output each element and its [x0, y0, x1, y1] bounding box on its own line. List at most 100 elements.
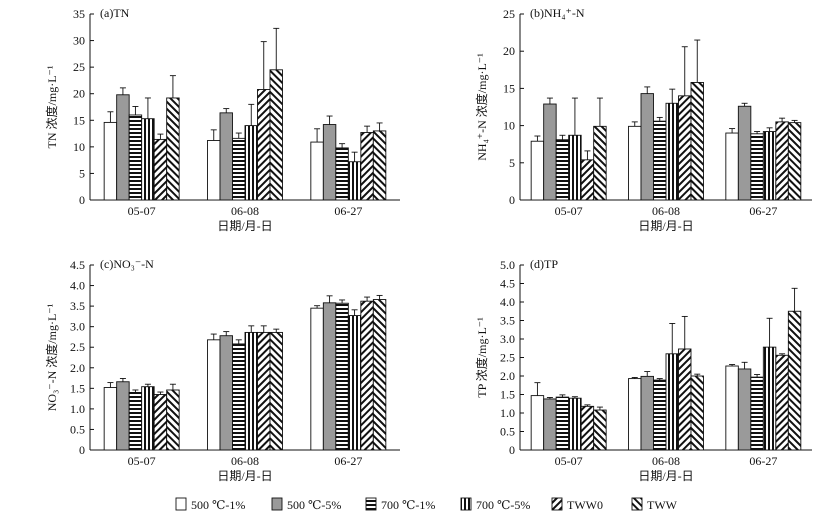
panel-label: (a)TN	[100, 6, 130, 20]
y-tick-label: 20	[503, 44, 515, 58]
x-tick-label: 06-08	[652, 204, 680, 218]
bar-06-08-s4	[244, 331, 258, 451]
y-tick-label: 2.5	[70, 340, 85, 354]
x-axis-label: 日期/月-日	[217, 469, 272, 483]
bar-06-08-s6	[690, 81, 704, 201]
bar-05-07-s6	[166, 97, 180, 201]
bar-06-08-s3	[653, 120, 667, 201]
legend-item: TWW	[631, 497, 678, 512]
x-tick-label: 06-08	[231, 454, 259, 468]
bar-06-08-s1	[628, 125, 642, 201]
bar-05-07-s4	[141, 386, 155, 451]
y-tick-label: 4.0	[70, 279, 85, 293]
bar-06-27-s5	[775, 354, 789, 451]
bar-06-08-s6	[269, 69, 283, 201]
bar-06-27-s1	[310, 307, 324, 451]
bar-06-08-s3	[232, 137, 246, 201]
x-tick-label: 05-07	[555, 204, 583, 218]
bar-06-08-s6	[269, 331, 283, 451]
bar-06-27-s3	[335, 147, 349, 201]
y-tick-label: 1.0	[500, 406, 515, 420]
y-tick-label: 0.5	[70, 422, 85, 436]
bar-05-07-s2	[116, 94, 130, 201]
x-tick-label: 06-27	[334, 204, 362, 218]
bar-06-27-s2	[737, 368, 752, 451]
bar-06-08-s3	[653, 379, 667, 451]
bar-05-07-s4	[568, 134, 582, 201]
bar-06-27-s1	[725, 132, 739, 201]
bar-06-27-s4	[762, 346, 777, 451]
x-axis-label: 日期/月-日	[638, 219, 693, 233]
y-tick-label: 25	[503, 7, 515, 21]
chart-panel-3: 0 0.5 1.0 1.5 2.0 2.5 3.0 3.5 4.0 4.5 (c)NO₃⁻-N NO₃…	[44, 257, 400, 483]
bar-06-27-s6	[787, 122, 802, 201]
bar-06-27-s2	[322, 302, 337, 451]
y-tick-label: 10	[503, 119, 515, 133]
bar-06-08-s1	[207, 339, 221, 451]
legend-swatch	[551, 497, 563, 511]
y-tick-label: 0.5	[500, 425, 515, 439]
bar-06-08-s6	[690, 375, 704, 451]
y-tick-label: 1.0	[70, 402, 85, 416]
bar-05-07-s1	[530, 395, 545, 451]
legend-label: 500 ℃-5%	[287, 498, 341, 512]
y-axis-label: TN 浓度/mg·L⁻¹	[44, 65, 59, 148]
bar-05-07-s3	[555, 396, 570, 451]
y-axis-label: NH₄⁺-N 浓度/mg·L⁻¹	[474, 53, 489, 161]
y-tick-label: 4.0	[500, 295, 515, 309]
bar-05-07-s4	[568, 397, 582, 451]
y-tick-label: 15	[503, 81, 515, 95]
bar-05-07-s1	[103, 121, 118, 201]
bar-06-08-s2	[219, 112, 233, 201]
chart-panel-2: 0 5 10 15 20 25 (b)NH₄⁺-N NH₄⁺-N 浓度/mg·L⁻¹ 日期/月-…	[474, 6, 812, 233]
y-tick-label: 0	[509, 443, 515, 457]
y-tick-label: 20	[73, 87, 85, 101]
y-tick-label: 15	[73, 113, 85, 127]
y-tick-label: 30	[73, 34, 85, 48]
legend-swatch	[365, 497, 377, 511]
x-axis-label: 日期/月-日	[638, 469, 693, 483]
bar-06-27-s3	[335, 302, 349, 451]
bar-06-08-s2	[640, 375, 654, 451]
bar-06-27-s5	[360, 132, 374, 201]
bar-05-07-s5	[153, 394, 168, 451]
bar-06-08-s1	[628, 378, 642, 451]
bar-05-07-s4	[141, 118, 155, 201]
legend-item: 500 ℃-5%	[271, 497, 341, 512]
bar-06-08-s3	[232, 343, 246, 451]
x-tick-label: 05-07	[128, 454, 156, 468]
legend-label: TWW0	[567, 498, 603, 512]
y-tick-label: 3.5	[500, 314, 515, 328]
y-tick-label: 3.0	[70, 320, 85, 334]
bar-06-08-s5	[678, 348, 692, 451]
panel-label: (b)NH₄⁺-N	[530, 6, 585, 20]
bar-05-07-s1	[103, 387, 118, 451]
bar-06-27-s1	[725, 365, 739, 451]
bar-05-07-s6	[166, 389, 180, 451]
x-tick-label: 05-07	[555, 454, 583, 468]
y-tick-label: 1.5	[500, 388, 515, 402]
bar-06-27-s4	[347, 161, 362, 201]
x-tick-label: 05-07	[128, 204, 156, 218]
bar-05-07-s5	[580, 405, 595, 451]
y-axis-label: TP 浓度/mg·L⁻¹	[474, 317, 489, 398]
bar-06-27-s6	[372, 130, 387, 201]
y-tick-label: 0	[509, 193, 515, 207]
x-tick-label: 06-27	[749, 454, 777, 468]
bar-06-27-s5	[775, 121, 789, 201]
bar-06-08-s5	[257, 89, 271, 201]
legend-item: 700 ℃-1%	[365, 497, 435, 512]
bar-05-07-s6	[593, 125, 607, 201]
y-tick-label: 0	[79, 193, 85, 207]
x-tick-label: 06-27	[749, 204, 777, 218]
legend-item: 500 ℃-1%	[175, 497, 245, 512]
bar-05-07-s5	[153, 138, 168, 201]
y-tick-label: 0	[79, 443, 85, 457]
legend: 500 ℃-1% 500 ℃-5% 700 ℃-1% 700 ℃-5% TWW0 TWW	[175, 497, 678, 512]
y-tick-label: 2.0	[70, 361, 85, 375]
chart-panel-4: 0 0.5 1.0 1.5 2.0 2.5 3.0 3.5 4.0 4.5 5.0 (d)TP TP 浓…	[474, 257, 812, 483]
x-tick-label: 06-08	[231, 204, 259, 218]
bar-05-07-s2	[543, 398, 557, 451]
bar-05-07-s3	[128, 391, 143, 451]
y-tick-label: 5	[509, 156, 515, 170]
